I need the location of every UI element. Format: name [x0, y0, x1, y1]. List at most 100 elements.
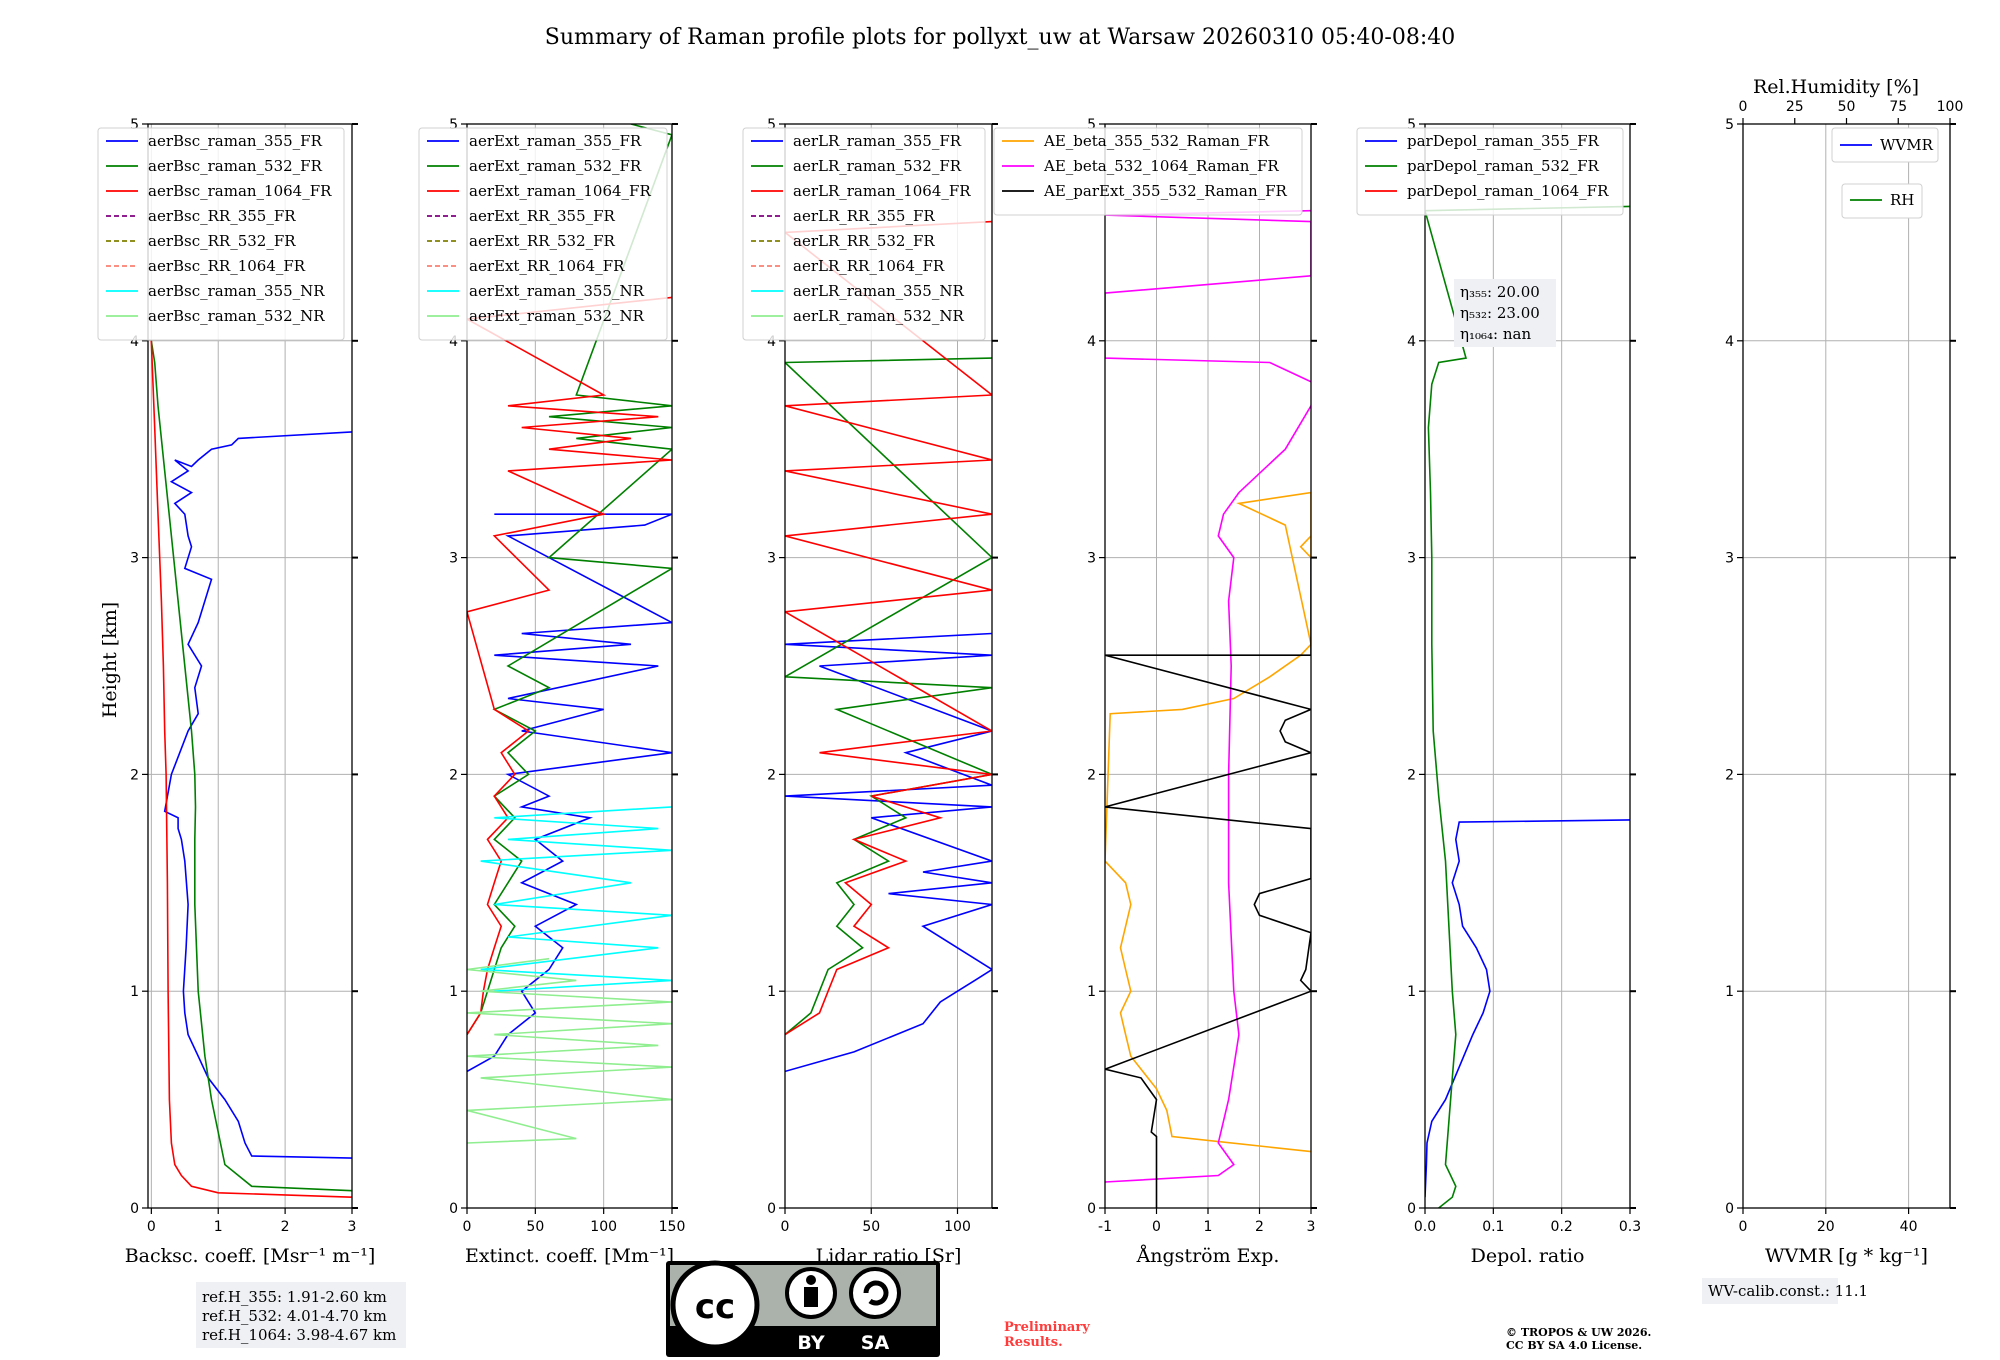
series-line-aerLR_raman_532_FR: [785, 357, 992, 1036]
axes-frame: [1742, 123, 1951, 1209]
y-tick-label: 1: [1725, 984, 1734, 1000]
panel-dep: 0.0 0.1 0.2 0.3 0 1 2 3 4 5 Depol. ratio parDepol_r…: [1356, 117, 1641, 1267]
x-axis-label: Extinct. coeff. [Mm⁻¹]: [465, 1245, 674, 1267]
y-tick-label: 2: [1407, 767, 1416, 783]
y-tick-label: 4: [1725, 334, 1734, 350]
rh-axis-title: Rel.Humidity [%]: [1753, 76, 1919, 98]
legend-label: aerBsc_RR_1064_FR: [148, 257, 306, 275]
x-tick-label: 0: [147, 1219, 156, 1235]
axes-frame: [147, 123, 353, 1209]
rh-tick-label: 100: [1937, 99, 1964, 115]
legend-label: aerBsc_raman_355_FR: [148, 132, 323, 150]
axes-frame: [784, 123, 993, 1209]
y-tick-label: 5: [767, 117, 776, 133]
panel-wv: 0 20 40 0 1 2 3 4 5 WVMR [g * kg⁻¹]: [1725, 117, 1956, 1267]
by-person-body: [804, 1287, 818, 1307]
chart-panels: 0 1 2 3 0 1 2 3 4 5 Backsc. coeff. [Msr⁻¹ m⁻¹] aerB…: [97, 117, 1956, 1267]
y-tick-label: 2: [449, 767, 458, 783]
legend-box-wvmr: [1831, 127, 1939, 163]
series-group: [785, 220, 992, 1073]
y-tick-label: 0: [1725, 1201, 1734, 1217]
axes-frame: [1424, 123, 1631, 1209]
eta-1064: η₁₀₆₄: nan: [1460, 325, 1531, 343]
y-tick-label: 1: [130, 984, 139, 1000]
ref-heights-background: [196, 1282, 406, 1348]
y-tick-label: 4: [1087, 334, 1096, 350]
series-line-AE_parExt_355_532_Raman_FR: [1105, 557, 1311, 1208]
legend-label: aerBsc_raman_532_NR: [148, 307, 325, 325]
legend-label: aerBsc_RR_355_FR: [148, 207, 296, 225]
wv-calib-background: [1702, 1278, 1838, 1304]
legend-label: aerExt_RR_532_FR: [469, 232, 616, 250]
x-tick-label: 3: [1307, 1219, 1316, 1235]
y-tick-label: 5: [1087, 117, 1096, 133]
series-line-aerBsc_raman_355_FR: [163, 431, 352, 1159]
legend-label: aerExt_raman_355_NR: [469, 282, 645, 300]
legend-label: aerBsc_raman_532_FR: [148, 157, 323, 175]
eta-background: [1454, 279, 1556, 347]
series-line-AE_beta_532_1064_Raman_FR: [1105, 209, 1311, 1183]
legend-label: aerBsc_RR_532_FR: [148, 232, 296, 250]
x-tick-label: 0.2: [1551, 1219, 1573, 1235]
series-line-aerLR_raman_355_FR: [785, 632, 992, 1073]
y-tick-label: 1: [449, 984, 458, 1000]
x-tick-label: 2: [1255, 1219, 1264, 1235]
ref-heights-box: ref.H_355: 1.91-2.60 km ref.H_532: 4.01-…: [196, 1282, 406, 1348]
ref-height-355: ref.H_355: 1.91-2.60 km: [202, 1288, 387, 1306]
y-tick-label: 0: [1087, 1201, 1096, 1217]
badge-sa-label: SA: [861, 1332, 890, 1354]
eta-532: η₅₃₂: 23.00: [1460, 304, 1540, 322]
x-tick-label: 0: [1152, 1219, 1161, 1235]
series-line-AE_beta_355_532_Raman_FR: [1105, 491, 1311, 1153]
y-tick-label: 3: [767, 551, 776, 567]
sa-arrow: [863, 1280, 889, 1306]
x-tick-label: 50: [526, 1219, 544, 1235]
series-line-parDepol_raman_355_FR: [1425, 819, 1630, 1198]
legend-label: aerExt_raman_1064_FR: [469, 182, 651, 200]
legend-label: aerExt_raman_532_NR: [469, 307, 645, 325]
legend-box: [993, 127, 1303, 216]
y-tick-label: 5: [130, 117, 139, 133]
series-group: [150, 340, 352, 1198]
legend-label: AE_beta_532_1064_Raman_FR: [1043, 157, 1279, 175]
y-tick-label: 3: [130, 551, 139, 567]
y-tick-label: 2: [767, 767, 776, 783]
x-tick-label: 0: [463, 1219, 472, 1235]
y-tick-label: 5: [1407, 117, 1416, 133]
legend-label: AE_beta_355_532_Raman_FR: [1043, 132, 1270, 150]
ref-height-1064: ref.H_1064: 3.98-4.67 km: [202, 1326, 396, 1344]
by-person-head: [806, 1275, 816, 1285]
legend-label-rh: RH: [1890, 191, 1914, 209]
legend-box: [97, 127, 345, 341]
legend-label: aerLR_RR_1064_FR: [793, 257, 945, 275]
legend-label: aerBsc_raman_1064_FR: [148, 182, 332, 200]
series-group: [467, 124, 672, 1144]
series-group: [1425, 205, 1630, 1208]
cc-glyph: cc: [695, 1287, 735, 1327]
cc-license-badge: cc BY SA: [666, 1260, 940, 1357]
x-tick-label: 3: [348, 1219, 357, 1235]
legend-label: aerBsc_raman_355_NR: [148, 282, 325, 300]
x-tick-label: 20: [1817, 1219, 1835, 1235]
legend-label: aerExt_raman_355_FR: [469, 132, 642, 150]
series-line-aerExt_raman_355_NR: [480, 806, 672, 992]
legend-label: aerLR_raman_532_FR: [793, 157, 962, 175]
legend-label: aerLR_RR_532_FR: [793, 232, 935, 250]
series-line-aerBsc_raman_1064_FR: [150, 340, 352, 1198]
series-line-aerLR_raman_1064_FR: [785, 220, 992, 1036]
legend-label-wvmr: WVMR: [1880, 136, 1934, 154]
copyright-line-1: © TROPOS & UW 2026.: [1506, 1326, 1651, 1339]
y-tick-label: 1: [767, 984, 776, 1000]
x-tick-label: -1: [1098, 1219, 1112, 1235]
figure-title: Summary of Raman profile plots for polly…: [545, 25, 1455, 50]
series-group: [1105, 209, 1311, 1208]
y-tick-label: 3: [1407, 551, 1416, 567]
x-tick-label: 1: [214, 1219, 223, 1235]
y-tick-label: 2: [130, 767, 139, 783]
legend-box-rh: [1841, 183, 1923, 219]
y-tick-label: 1: [1407, 984, 1416, 1000]
x-tick-label: 150: [659, 1219, 686, 1235]
legend-label: aerLR_raman_355_FR: [793, 132, 962, 150]
preliminary-line-2: Results.: [1004, 1335, 1063, 1350]
